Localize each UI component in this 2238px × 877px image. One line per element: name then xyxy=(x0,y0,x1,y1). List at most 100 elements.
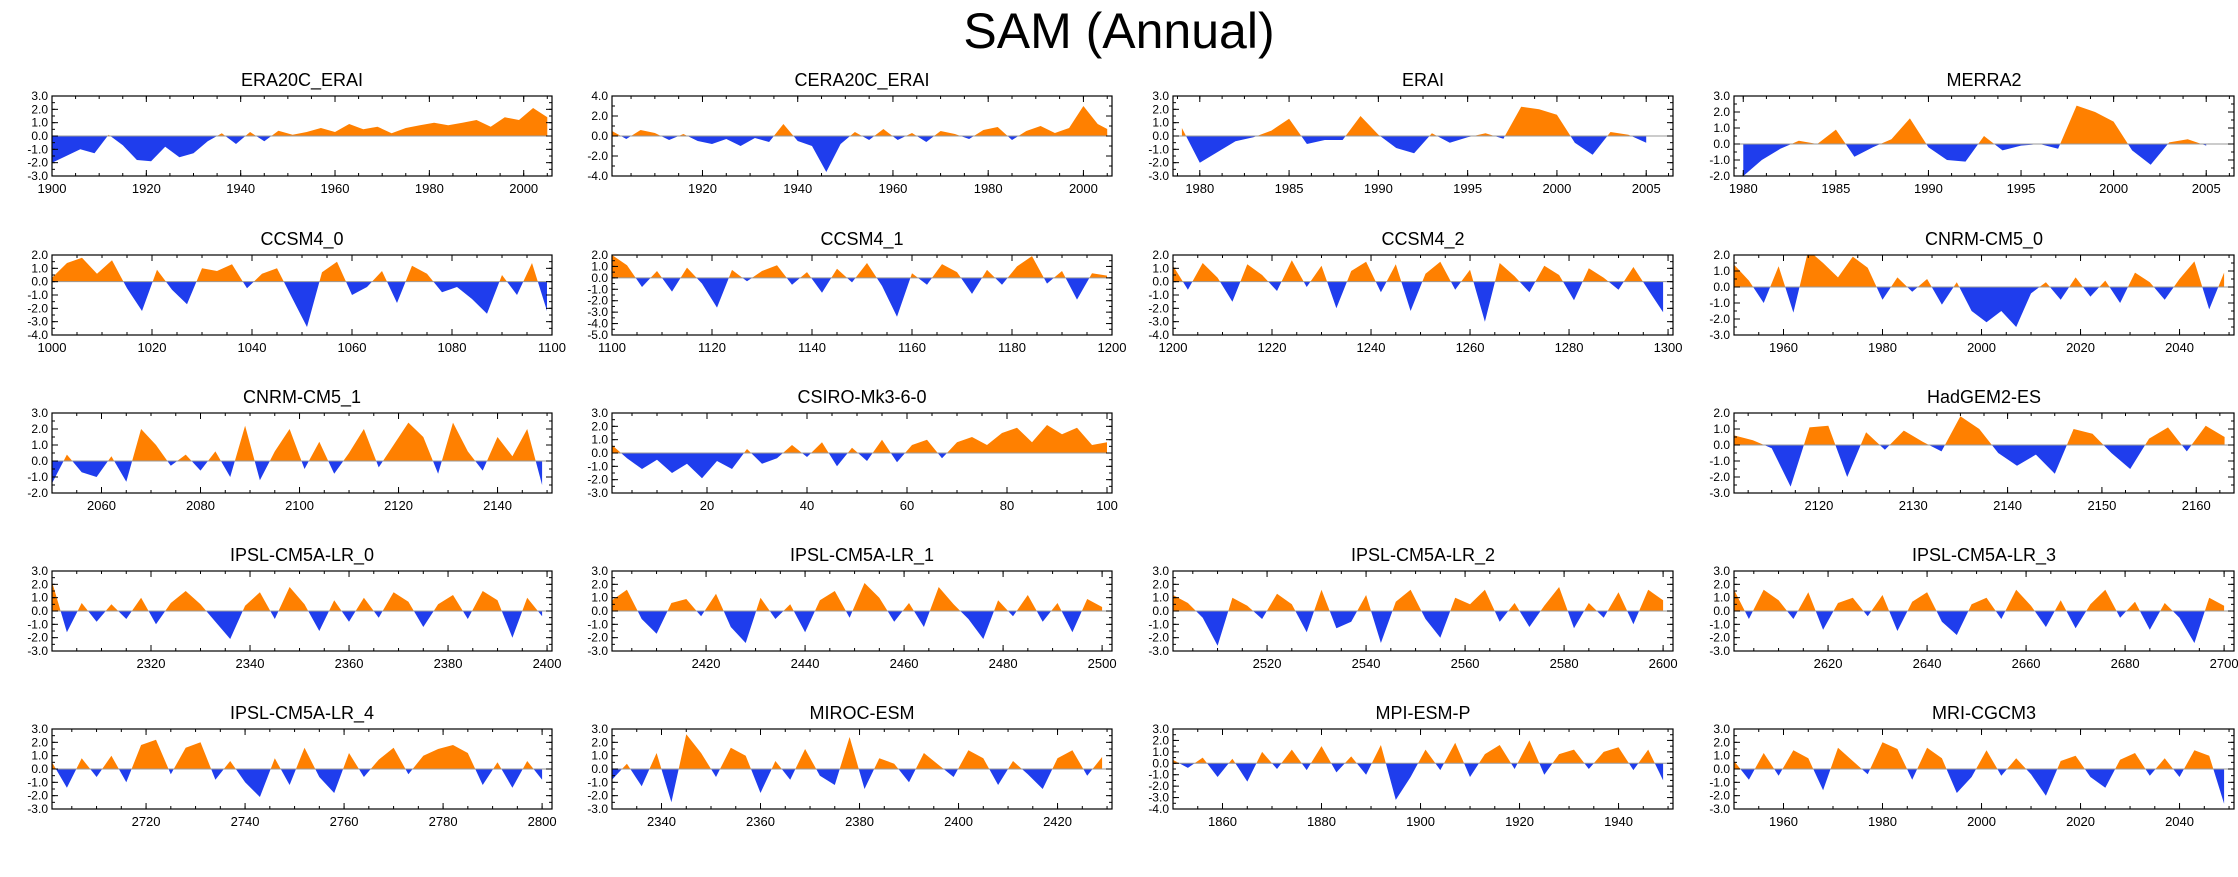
y-tick-label: -2.0 xyxy=(587,149,608,163)
x-tick-label: 1960 xyxy=(1769,814,1798,829)
panel-title: MRI-CGCM3 xyxy=(1932,703,2036,723)
y-tick-label: 1.0 xyxy=(1713,749,1730,763)
y-tick-label: -1.0 xyxy=(1148,617,1169,631)
y-tick-label: 2.0 xyxy=(1713,735,1730,749)
panel-plot: 3.0 2.0 1.0 0.0 -1.0 -2.0 2060 2080 2100 2120 2140 xyxy=(27,406,553,513)
x-tick-label: 2000 xyxy=(1967,340,1996,355)
y-tick-label: -1.0 xyxy=(1709,775,1730,789)
y-tick-label: 1.0 xyxy=(591,749,608,763)
y-tick-label: -2.0 xyxy=(1709,631,1730,645)
x-tick-label: 2440 xyxy=(791,656,820,671)
positive-area xyxy=(1734,255,2225,287)
y-tick-label: -1.0 xyxy=(1709,454,1730,468)
panel-cera20c_erai: CERA20C_ERAI 4.0 2.0 0.0 -2.0 -4.0 1920 1940 196… xyxy=(560,70,1140,210)
y-tick-label: 1.0 xyxy=(1152,116,1169,130)
panel-csiro-mk3-6-0: CSIRO-Mk3-6-0 3.0 2.0 1.0 0.0 -1.0 -2.0 -3.0 20 4… xyxy=(560,387,1140,527)
x-tick-label: 60 xyxy=(900,498,914,513)
x-tick-label: 1220 xyxy=(1258,340,1287,355)
x-tick-label: 1280 xyxy=(1555,340,1584,355)
x-tick-label: 1940 xyxy=(226,181,255,196)
panel-title: MPI-ESM-P xyxy=(1375,703,1471,723)
x-tick-label: 1990 xyxy=(1914,181,1943,196)
x-tick-label: 1120 xyxy=(698,340,726,355)
y-tick-label: 4.0 xyxy=(591,89,608,103)
x-tick-label: 1160 xyxy=(898,340,926,355)
positive-area xyxy=(1734,742,2225,769)
panel-cnrm-cm5_1: CNRM-CM5_1 3.0 2.0 1.0 0.0 -1.0 -2.0 2060 2080 21… xyxy=(0,387,580,527)
y-tick-label: 3.0 xyxy=(31,89,48,103)
y-tick-label: -4.0 xyxy=(1148,328,1169,342)
x-tick-label: 1860 xyxy=(1208,814,1237,829)
x-tick-label: 1960 xyxy=(321,181,350,196)
y-tick-label: -2.0 xyxy=(1709,470,1730,484)
x-tick-label: 1880 xyxy=(1307,814,1336,829)
y-tick-label: -3.0 xyxy=(587,644,608,658)
panel-ipsl-cm5a-lr_0: IPSL-CM5A-LR_0 3.0 2.0 1.0 0.0 -1.0 -2.0 -3.0 23… xyxy=(0,545,580,685)
panel-miroc-esm: MIROC-ESM 3.0 2.0 1.0 0.0 -1.0 -2.0 -3.0 2340 236… xyxy=(560,703,1140,843)
y-tick-label: -2.0 xyxy=(1148,779,1169,793)
x-tick-label: 1240 xyxy=(1357,340,1386,355)
panel-hadgem2-es: HadGEM2-ES 2.0 1.0 0.0 -1.0 -2.0 -3.0 2120 2130 2… xyxy=(1682,387,2238,527)
x-tick-label: 2780 xyxy=(429,814,458,829)
y-tick-label: -2.0 xyxy=(1709,789,1730,803)
x-tick-label: 1200 xyxy=(1159,340,1188,355)
negative-area xyxy=(1173,611,1664,646)
y-tick-label: 0.0 xyxy=(591,446,608,460)
y-tick-label: 2.0 xyxy=(591,248,608,262)
x-tick-label: 2420 xyxy=(692,656,721,671)
y-tick-label: -1.0 xyxy=(587,775,608,789)
negative-area xyxy=(612,136,1108,172)
positive-area xyxy=(1743,105,2207,144)
y-tick-label: -1.0 xyxy=(27,775,48,789)
y-tick-label: -4.0 xyxy=(587,317,608,331)
y-tick-label: 0.0 xyxy=(31,129,48,143)
y-tick-label: -3.0 xyxy=(1709,802,1730,816)
x-tick-label: 2040 xyxy=(2165,814,2194,829)
y-tick-label: -3.0 xyxy=(1709,486,1730,500)
y-tick-label: 2.0 xyxy=(31,735,48,749)
x-tick-label: 2005 xyxy=(1632,181,1661,196)
x-tick-label: 100 xyxy=(1096,498,1118,513)
y-tick-label: 1.0 xyxy=(31,438,48,452)
panel-plot: 3.02.01.00.0-1.0-2.0-3.0 2620 2640 2660 2680… xyxy=(1709,564,2238,671)
y-tick-label: 1.0 xyxy=(1152,591,1169,605)
negative-area xyxy=(612,453,1107,479)
x-tick-label: 2130 xyxy=(1899,498,1928,513)
y-tick-label: 1.0 xyxy=(1713,591,1730,605)
y-tick-label: 0.0 xyxy=(1713,604,1730,618)
x-tick-label: 1980 xyxy=(1868,340,1897,355)
y-tick-label: 3.0 xyxy=(1152,722,1169,736)
x-tick-label: 1990 xyxy=(1364,181,1393,196)
x-tick-label: 1100 xyxy=(538,340,566,355)
y-tick-label: -1.0 xyxy=(27,470,48,484)
y-tick-label: 3.0 xyxy=(1713,89,1730,103)
panel-plot: 3.02.01.00.0-1.0-2.0-3.0 20 40 60 80 100 xyxy=(587,406,1118,513)
y-tick-label: 0.0 xyxy=(1152,604,1169,618)
positive-area xyxy=(52,581,543,611)
x-tick-label: 1900 xyxy=(38,181,67,196)
x-tick-label: 2800 xyxy=(528,814,557,829)
x-tick-label: 2760 xyxy=(330,814,359,829)
y-tick-label: 2.0 xyxy=(1152,102,1169,116)
panel-title: IPSL-CM5A-LR_1 xyxy=(789,545,935,565)
positive-area xyxy=(1173,587,1664,611)
x-tick-label: 1200 xyxy=(1098,340,1127,355)
y-tick-label: -1.0 xyxy=(27,142,48,156)
y-tick-label: -1.0 xyxy=(1709,296,1730,310)
x-tick-label: 1920 xyxy=(1505,814,1534,829)
y-tick-label: 0.0 xyxy=(31,762,48,776)
y-tick-label: 2.0 xyxy=(1152,577,1169,591)
y-tick-label: -3.0 xyxy=(587,802,608,816)
y-tick-label: -1.0 xyxy=(1148,768,1169,782)
panel-title: CNRM-CM5_1 xyxy=(242,387,361,407)
y-tick-label: -4.0 xyxy=(587,169,608,183)
y-tick-label: -1.0 xyxy=(1148,142,1169,156)
y-tick-label: 3.0 xyxy=(591,406,608,420)
negative-area xyxy=(52,611,543,639)
panel-title: IPSL-CM5A-LR_4 xyxy=(229,703,375,723)
panel-plot: 2.0 1.0 0.0 -1.0 -2.0 -3.0 1960 1980 2000 2020 204… xyxy=(1709,248,2235,355)
y-tick-label: -2.0 xyxy=(587,631,608,645)
x-tick-label: 2620 xyxy=(1814,656,1843,671)
x-tick-label: 1020 xyxy=(138,340,167,355)
